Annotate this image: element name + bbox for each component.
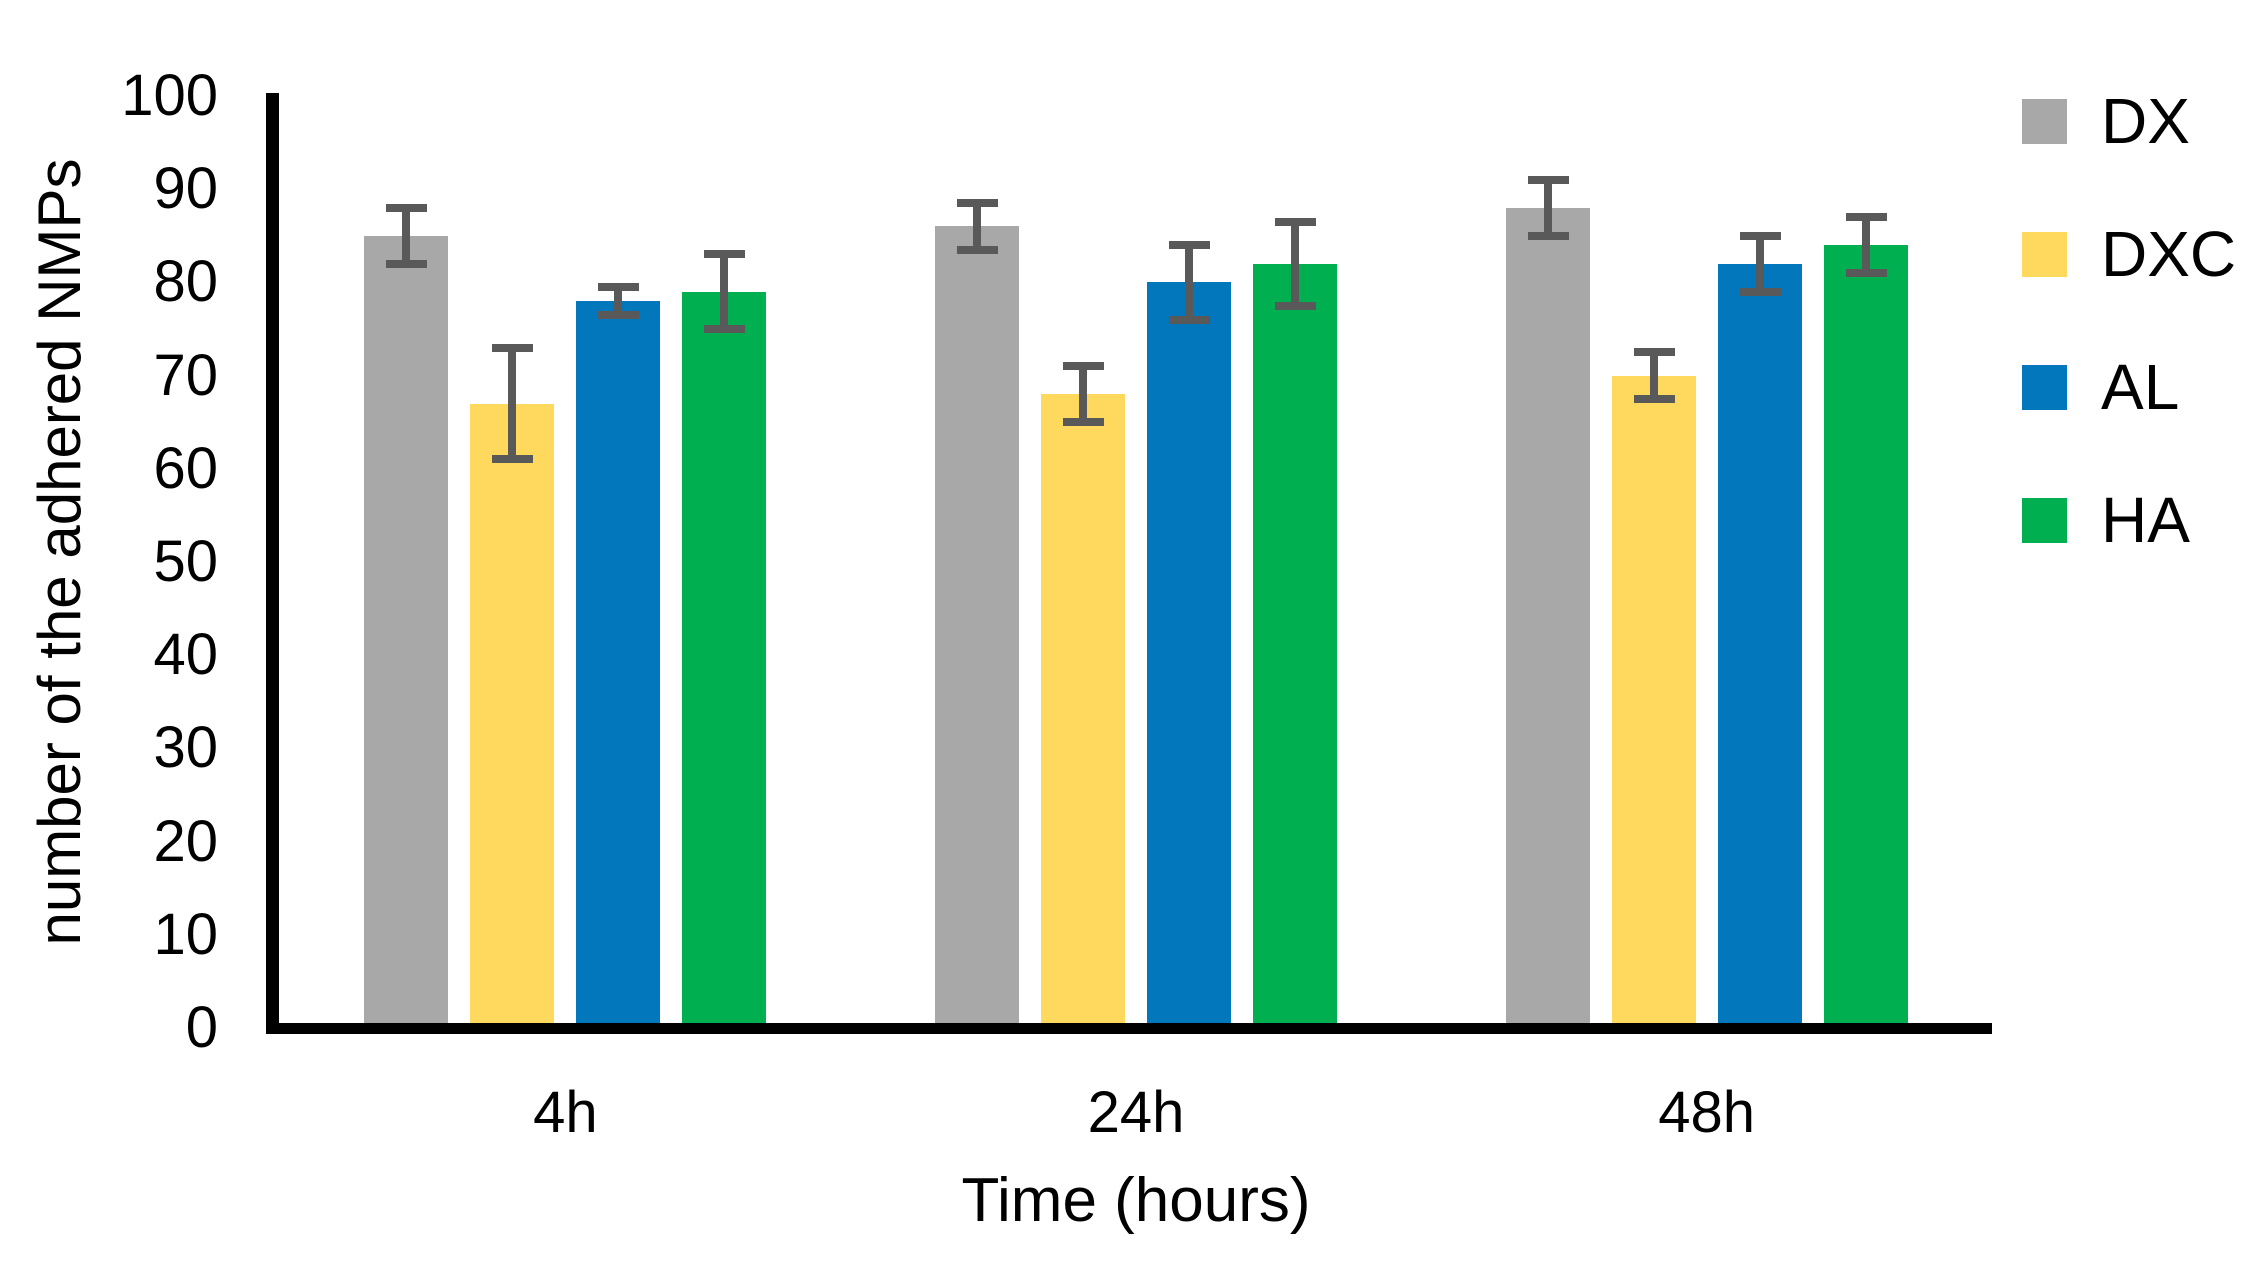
error-bar-line-DX-48h [1543,179,1552,236]
bar-DXC-48h [1611,375,1696,1028]
error-bar-cap-bottom-DXC-4h [492,455,534,464]
error-bar-cap-top-DXC-4h [492,343,534,352]
error-bar-cap-bottom-HA-24h [1275,301,1316,310]
x-tick-label-4h: 4h [533,1080,598,1145]
error-bar-line-DXC-4h [508,347,517,460]
legend-swatch-DX [2022,98,2067,144]
error-bar-line-HA-48h [1861,217,1870,274]
legend-item-HA: HA [2022,484,2190,556]
error-bar-cap-bottom-DX-24h [957,245,998,254]
legend-label-DXC: DXC [2101,218,2237,290]
legend-label-AL: AL [2101,351,2180,423]
bar-HA-4h [682,291,767,1028]
error-bar-line-DXC-24h [1079,366,1087,423]
legend-item-DXC: DXC [2022,218,2237,290]
x-axis-title: Time (hours) [961,1166,1311,1235]
bar-AL-4h [576,301,661,1028]
error-bar-cap-top-DX-48h [1527,175,1569,184]
error-bar-line-DX-4h [402,207,411,264]
error-bar-cap-bottom-AL-24h [1169,315,1210,324]
error-bar-cap-bottom-HA-48h [1845,269,1887,278]
error-bar-cap-top-HA-4h [704,250,746,259]
legend-label-DX: DX [2101,85,2190,157]
legend-swatch-HA [2022,497,2067,543]
error-bar-line-DX-24h [973,203,981,250]
bar-HA-24h [1253,263,1337,1028]
error-bar-line-AL-24h [1185,245,1193,320]
error-bar-cap-top-DX-24h [957,199,998,208]
y-axis-line [266,93,279,1034]
x-tick-label-48h: 48h [1658,1080,1756,1145]
error-bar-line-AL-4h [614,287,623,315]
error-bar-cap-bottom-HA-4h [704,325,746,333]
y-tick-label-80: 80 [153,249,218,315]
bar-AL-24h [1147,282,1231,1028]
bar-DX-48h [1505,207,1590,1028]
error-bar-cap-bottom-AL-48h [1739,287,1781,296]
error-bar-cap-bottom-DX-48h [1527,231,1569,240]
legend-item-DX: DX [2022,85,2190,157]
y-tick-label-0: 0 [185,995,218,1060]
error-bar-line-HA-4h [720,254,729,329]
error-bar-cap-top-DXC-48h [1633,348,1675,357]
bar-HA-48h [1823,245,1908,1028]
bar-DXC-24h [1041,394,1125,1028]
error-bar-line-DXC-48h [1649,352,1658,399]
error-bar-line-HA-24h [1291,221,1299,306]
error-bar-cap-bottom-DXC-48h [1633,394,1675,403]
error-bar-cap-bottom-AL-4h [598,311,640,320]
bar-DX-24h [935,226,1019,1028]
error-bar-cap-bottom-DXC-24h [1063,418,1104,427]
legend-item-AL: AL [2022,351,2180,423]
legend-swatch-AL [2022,364,2067,410]
y-tick-label-10: 10 [153,901,218,967]
y-tick-label-60: 60 [153,435,218,501]
legend-label-HA: HA [2101,484,2190,556]
y-tick-label-40: 40 [153,622,218,688]
error-bar-cap-top-HA-24h [1275,217,1316,226]
error-bar-cap-top-HA-48h [1845,213,1887,222]
x-axis-line [266,1023,1992,1034]
error-bar-cap-bottom-DX-4h [386,259,428,268]
error-bar-cap-top-AL-4h [598,283,640,292]
y-tick-label-50: 50 [153,529,218,594]
bar-DXC-4h [470,403,555,1028]
y-tick-label-100: 100 [121,63,218,128]
error-bar-cap-top-DX-4h [386,203,428,212]
error-bar-line-AL-48h [1755,235,1764,292]
bar-DX-4h [364,235,449,1028]
y-tick-label-30: 30 [153,715,218,781]
bar-AL-48h [1717,263,1802,1028]
error-bar-cap-top-AL-24h [1169,241,1210,250]
x-tick-label-24h: 24h [1087,1080,1185,1145]
error-bar-cap-top-DXC-24h [1063,362,1104,371]
y-tick-label-90: 90 [153,156,218,222]
y-tick-label-20: 20 [153,808,218,874]
error-bar-cap-top-AL-48h [1739,231,1781,240]
legend-swatch-DXC [2022,231,2067,277]
y-tick-label-70: 70 [153,342,218,408]
